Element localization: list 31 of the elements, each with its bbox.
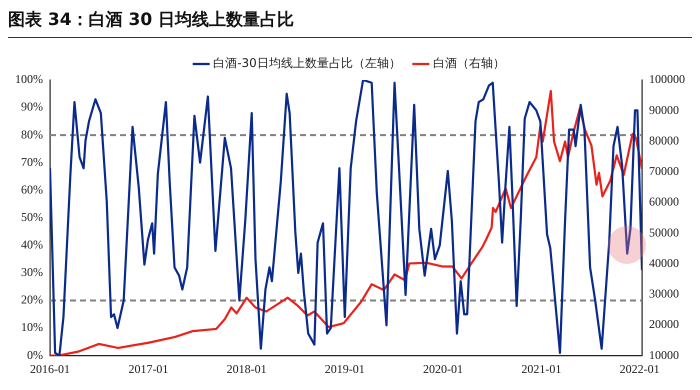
y-tick-label: 30% (20, 265, 43, 280)
y2-tick-label: 80000 (649, 133, 679, 148)
y2-tick-label: 40000 (649, 256, 679, 270)
y-tick-label: 0% (26, 348, 43, 362)
y-tick-label: 20% (20, 292, 43, 307)
y-tick-label: 60% (20, 182, 43, 196)
y2-tick-label: 100000 (649, 72, 685, 86)
y-tick-label: 10% (20, 320, 43, 334)
y-tick-label: 90% (20, 100, 43, 114)
x-tick-label: 2018-01 (226, 362, 267, 376)
x-tick-label: 2021-01 (521, 362, 562, 376)
x-tick-label: 2020-01 (422, 362, 463, 376)
y-tick-label: 80% (20, 127, 43, 142)
y-tick-label: 100% (14, 72, 43, 86)
x-tick-label: 2022-01 (620, 362, 660, 376)
x-tick-label: 2017-01 (128, 362, 168, 376)
y2-tick-label: 20000 (649, 317, 679, 332)
x-tick-label: 2016-01 (30, 362, 70, 376)
y2-tick-label: 90000 (649, 102, 679, 117)
x-tick-label: 2019-01 (324, 362, 365, 376)
y-tick-label: 50% (20, 210, 43, 224)
y-tick-label: 40% (20, 238, 43, 252)
y2-tick-label: 50000 (649, 225, 679, 240)
y-tick-label: 70% (20, 154, 43, 169)
legend-label: 白酒-30日均线上数量占比（左轴） (213, 56, 401, 70)
chart-title: 图表 34：白酒 30 日均线上数量占比 (8, 8, 692, 38)
y2-tick-label: 60000 (649, 194, 679, 209)
legend-label: 白酒（右轴） (432, 56, 505, 70)
y2-tick-label: 70000 (649, 164, 679, 178)
y2-tick-label: 10000 (649, 348, 679, 362)
y2-tick-label: 30000 (649, 286, 679, 301)
